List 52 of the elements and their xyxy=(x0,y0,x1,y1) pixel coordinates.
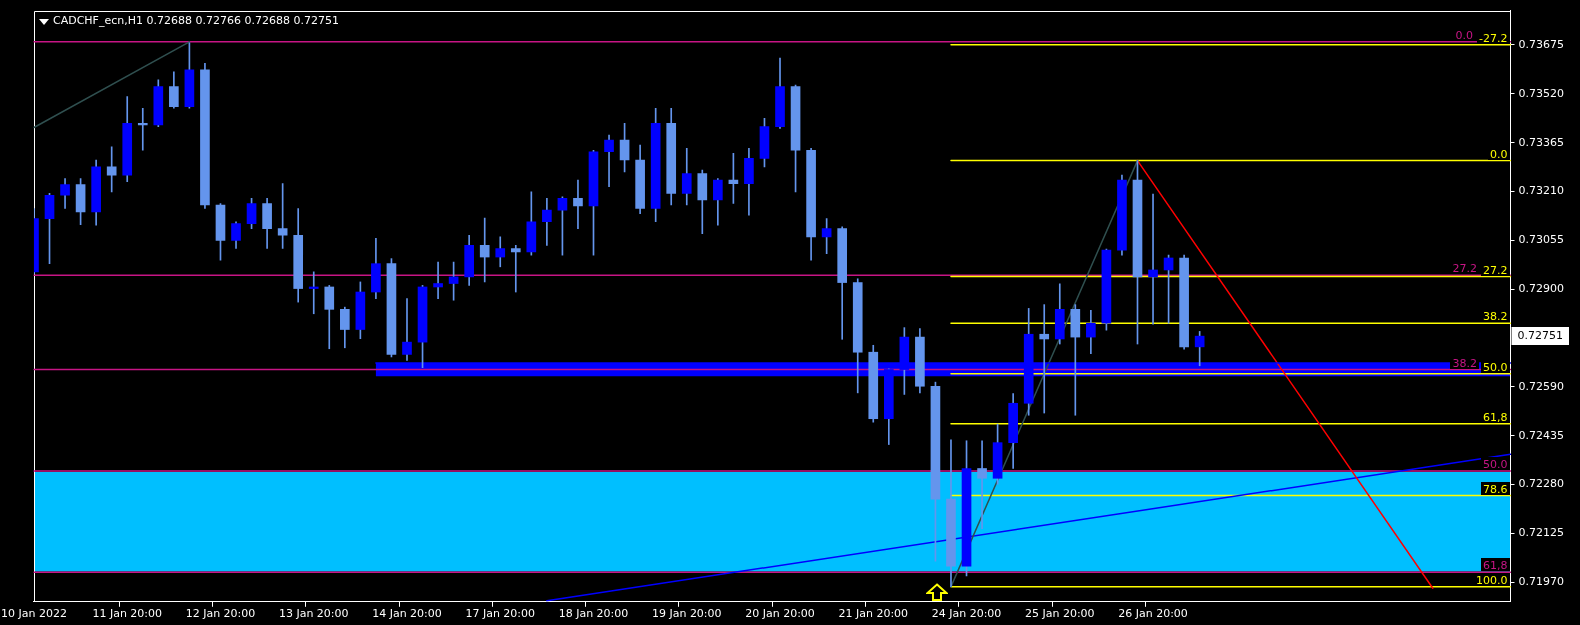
series-label: 50.0 xyxy=(1483,458,1508,471)
x-tick-label: 19 Jan 20:00 xyxy=(651,607,722,621)
candlestick xyxy=(137,107,148,151)
series-label: 0.0 xyxy=(1455,29,1474,42)
candlestick xyxy=(106,146,117,193)
series-label: -27.2 xyxy=(1479,32,1508,45)
candlestick xyxy=(542,198,552,246)
series-label: 100.0 xyxy=(1476,574,1508,587)
candlestick xyxy=(308,271,319,315)
candlestick xyxy=(1148,193,1158,325)
y-tick-label: 0.73365 xyxy=(1518,135,1565,149)
y-tick-label: 0.72900 xyxy=(1518,282,1565,296)
x-tick-label: 11 Jan 20:00 xyxy=(92,607,163,621)
series-label: 38.2 xyxy=(1483,310,1508,323)
x-tick-label: 13 Jan 20:00 xyxy=(278,607,349,621)
y-tick-label: 0.73210 xyxy=(1518,184,1565,198)
series-label: 78.6 xyxy=(1483,483,1508,496)
x-tick-label: 17 Jan 20:00 xyxy=(465,607,536,621)
x-tick-label: 25 Jan 20:00 xyxy=(1024,607,1095,621)
x-tick-label: 24 Jan 20:00 xyxy=(931,607,1002,621)
x-tick-label: 21 Jan 20:00 xyxy=(838,607,909,621)
candlestick xyxy=(433,261,443,299)
x-tick-label: 20 Jan 20:00 xyxy=(745,607,815,621)
y-tick-label: 0.73675 xyxy=(1518,37,1565,51)
x-tick-label: 14 Jan 20:00 xyxy=(372,607,442,621)
series-label: 61,8 xyxy=(1483,411,1508,424)
candlestick xyxy=(479,217,490,283)
y-tick-label: 0.73520 xyxy=(1518,86,1565,100)
x-tick-label: 10 Jan 2022 xyxy=(0,607,67,621)
series-label: 27.2 xyxy=(1452,262,1478,275)
y-tick-label: 0.73055 xyxy=(1518,233,1565,247)
y-tick-label: 0.71970 xyxy=(1518,575,1565,589)
candlestick xyxy=(1039,304,1050,414)
series-label: 27.2 xyxy=(1483,264,1508,277)
chart-title: CADCHF_ecn,H1 0.72688 0.72766 0.72688 0.72751 xyxy=(52,14,339,28)
series-label: 61,8 xyxy=(1483,559,1508,572)
candlestick xyxy=(1070,304,1081,416)
series-label: 38.2 xyxy=(1452,357,1478,370)
candlestick xyxy=(977,440,987,530)
series-label: 0.0 xyxy=(1490,148,1508,161)
x-tick-label: 12 Jan 20:00 xyxy=(185,607,256,621)
x-tick-label: 26 Jan 20:00 xyxy=(1118,607,1188,621)
y-tick-label: 0.72125 xyxy=(1518,526,1565,540)
text: 0.72751 xyxy=(1517,328,1564,342)
candlestick xyxy=(604,134,614,188)
series-label: 50.0 xyxy=(1483,361,1508,374)
x-tick-label: 18 Jan 20:00 xyxy=(558,607,629,621)
candlestick xyxy=(510,245,521,293)
candlestick xyxy=(573,179,583,230)
y-tick-label: 0.72280 xyxy=(1518,477,1565,491)
y-tick-label: 0.72435 xyxy=(1518,428,1565,442)
y-tick-label: 0.72590 xyxy=(1518,379,1565,393)
